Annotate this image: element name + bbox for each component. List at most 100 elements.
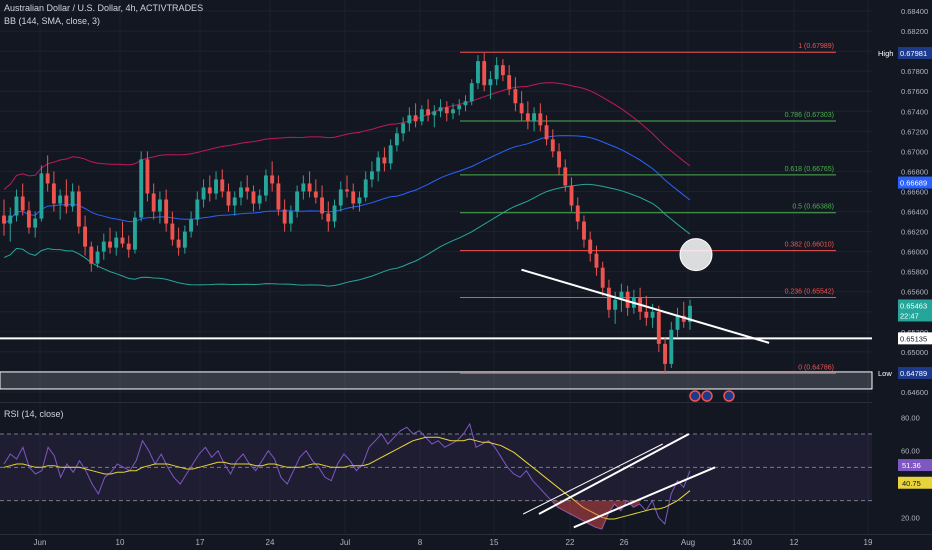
candle-body <box>95 251 100 264</box>
price-tag-label: Low <box>878 369 892 378</box>
candle-body <box>351 191 356 204</box>
candle-body <box>176 239 181 248</box>
time-tick-label: 8 <box>418 538 423 547</box>
economic-event-icon <box>689 390 701 402</box>
rsi-oversold-fill <box>520 500 640 529</box>
fib-level-label: 0.236 (0.65542) <box>785 289 834 296</box>
time-tick-label: Aug <box>681 538 695 547</box>
time-tick-label: 24 <box>266 538 275 547</box>
candle-body <box>139 159 144 218</box>
candle-body <box>394 133 399 146</box>
price-tag-value: 0.65135 <box>900 334 927 343</box>
candle-body <box>51 183 56 204</box>
time-tick-label: 10 <box>116 538 125 547</box>
price-tick-label: 0.67000 <box>901 147 928 156</box>
candle-body <box>101 241 106 252</box>
fib-level-label: 1 (0.67989) <box>798 43 834 50</box>
candle-body <box>157 199 162 212</box>
rsi-value-tag <box>898 459 932 472</box>
candle-body <box>120 237 125 244</box>
price-tag-label-bg <box>874 47 898 60</box>
candle-body <box>525 113 530 122</box>
rsi-value-tag <box>898 476 932 489</box>
trendline <box>521 268 770 344</box>
candle-body <box>494 65 499 80</box>
price-tick-label: 0.68400 <box>901 7 928 16</box>
price-tick-label: 0.67400 <box>901 107 928 116</box>
price-tag-label: High <box>878 49 893 58</box>
candle-body <box>600 267 605 288</box>
price-tick-label: 0.65600 <box>901 288 928 297</box>
price-tag <box>898 332 932 345</box>
price-tick-label: 0.66600 <box>901 187 928 196</box>
candle-body <box>145 159 150 194</box>
price-tag <box>898 367 932 380</box>
candle-body <box>8 215 13 224</box>
rsi-channel-inner <box>522 443 663 515</box>
candle-body <box>681 315 686 322</box>
support-zone <box>0 371 873 390</box>
price-tick-label: 0.66400 <box>901 208 928 217</box>
candle-body <box>164 199 169 224</box>
candle-body <box>575 205 580 222</box>
candle-body <box>432 111 437 116</box>
candle-body <box>688 305 692 322</box>
time-axis-divider <box>0 534 932 535</box>
fib-level-label: 0 (0.64786) <box>798 364 834 371</box>
fib-level-label: 0.5 (0.66388) <box>792 204 834 211</box>
candle-body <box>675 315 680 330</box>
candle-body <box>332 205 337 222</box>
candle-body <box>669 329 674 364</box>
economic-event-icon <box>723 390 735 402</box>
price-tag-value: 0.64789 <box>900 369 927 378</box>
candle-body <box>282 209 287 224</box>
candle-body <box>557 151 561 168</box>
candle-body <box>214 179 218 194</box>
candle-body <box>33 218 38 228</box>
price-tag <box>898 47 932 60</box>
candle-body <box>451 109 455 114</box>
candle-body <box>263 175 268 196</box>
price-tick-label: 0.65200 <box>901 328 928 337</box>
rsi-tick-label: 60.00 <box>901 447 920 456</box>
candle-body <box>182 231 187 248</box>
price-tick-label: 0.65800 <box>901 268 928 277</box>
price-axis-area <box>872 0 932 550</box>
candle-body <box>232 197 237 206</box>
candle-body <box>58 195 63 204</box>
rsi-value-label: 51.36 <box>902 461 921 470</box>
candle-body <box>388 145 393 164</box>
candle-body <box>513 89 518 104</box>
candle-body <box>345 189 349 192</box>
candle-body <box>619 291 624 300</box>
candle-body <box>76 191 81 227</box>
candle-body <box>519 103 524 114</box>
candle-body <box>482 61 487 86</box>
candle-body <box>83 226 88 247</box>
candle-body <box>64 195 69 207</box>
candle-body <box>663 343 667 364</box>
rsi-label: RSI (14, close) <box>4 409 64 419</box>
candle-body <box>133 217 137 250</box>
candle-body <box>582 221 586 240</box>
candle-body <box>613 299 618 310</box>
candle-body <box>257 195 262 204</box>
candle-body <box>251 191 256 204</box>
candle-body <box>625 291 630 308</box>
candle-body <box>307 183 312 192</box>
candle-body <box>20 196 25 211</box>
time-tick-label: 26 <box>620 538 629 547</box>
candle-body <box>288 211 293 224</box>
time-tick-label: 15 <box>490 538 499 547</box>
candle-body <box>376 157 381 172</box>
candle-body <box>245 187 250 192</box>
candle-body <box>270 175 275 184</box>
rsi-tick-label: 80.00 <box>901 413 920 422</box>
candle-body <box>507 75 512 90</box>
candle-body <box>14 196 19 216</box>
target-circle <box>679 238 713 272</box>
price-tick-label: 0.68200 <box>901 27 928 36</box>
candle-body <box>413 115 418 122</box>
time-tick-label: Jun <box>34 538 47 547</box>
